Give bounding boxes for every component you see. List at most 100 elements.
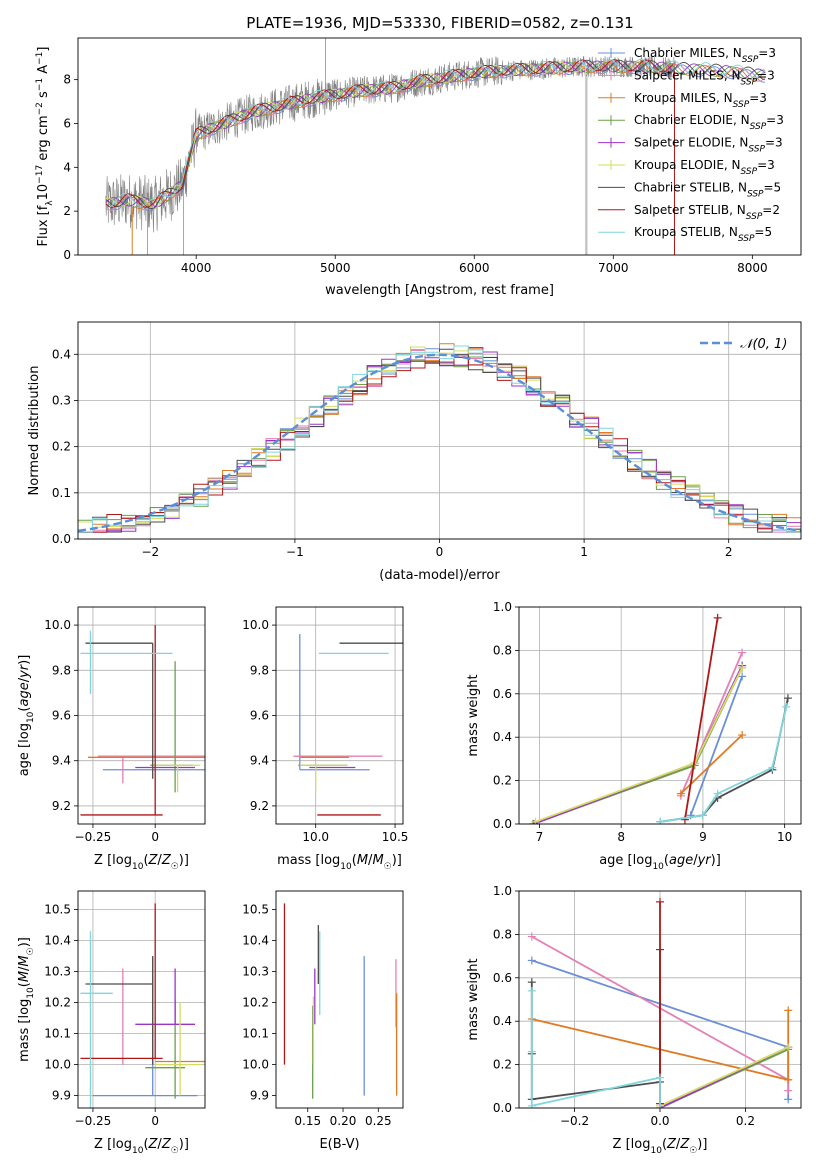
x-axis-label: Z [log10(Z/Z☉)]: [94, 1137, 189, 1156]
y-tick-label: 1.0: [493, 884, 512, 898]
y-tick-label: 10.3: [44, 965, 71, 979]
plot-area: [527, 897, 793, 1108]
plot-area: [78, 343, 801, 533]
y-tick-label: 10.0: [44, 618, 71, 632]
x-axis-label: wavelength [Angstrom, rest frame]: [325, 283, 554, 298]
y-tick-label: 9.8: [250, 663, 269, 677]
y-tick-label: 10.1: [242, 1027, 269, 1041]
x-tick-label: 7: [536, 830, 544, 844]
mass-vs-Z-axes: −0.25 0 9.9 10.0 10.1 10.2 10.3 10.4 10.5 Z [log1…: [17, 890, 206, 1156]
y-tick-label: 0: [63, 248, 71, 262]
y-tick-label: 0.6: [493, 971, 512, 985]
x-tick-label: 6000: [459, 261, 490, 275]
y-axis-label: mass weight: [466, 674, 481, 756]
age-vs-Z-axes: −0.25 0 9.2 9.4 9.6 9.8 10.0 Z [log10(Z/Z☉)] age…: [17, 606, 206, 872]
x-tick-label: 5000: [320, 261, 351, 275]
x-tick-label: 7000: [598, 261, 629, 275]
legend: 𝒩(0, 1): [700, 337, 787, 352]
axes-frame: [77, 606, 206, 825]
y-tick-label: 0.3: [52, 393, 71, 407]
model-line-chabrier-stelib: [105, 59, 766, 210]
x-tick-label: 0: [151, 1114, 159, 1128]
y-tick-label: 9.4: [52, 754, 71, 768]
model-line-salpeter-stelib: [105, 59, 674, 208]
residuals-axes: −2 −1 0 1 2 0.0 0.1 0.2 0.3 0.4 (data-model)/error…: [27, 321, 802, 583]
legend-entry: Salpeter MILES, NSSP=3: [634, 68, 775, 87]
y-tick-label: 10.0: [242, 618, 269, 632]
y-tick-label: 0.8: [493, 927, 512, 941]
grid: [519, 606, 801, 825]
y-tick-label: 10.4: [242, 934, 269, 948]
legend-entry: Chabrier ELODIE, NSSP=3: [634, 113, 784, 132]
plot-area: [283, 903, 398, 1099]
x-tick-label: 10.0: [302, 830, 329, 844]
weight-line: [532, 667, 743, 824]
grid: [78, 607, 205, 824]
x-tick-label: 0.20: [330, 1114, 357, 1128]
y-tick-label: 10.5: [242, 903, 269, 917]
weight-line: [684, 617, 719, 820]
grid: [78, 891, 205, 1108]
weight-vs-Z-axes: −0.2 0.0 0.2 0.0 0.2 0.4 0.6 0.8 1.0 mass weight Z…: [466, 884, 802, 1156]
x-tick-label: 4000: [181, 261, 212, 275]
y-tick-label: 0.2: [493, 774, 512, 788]
axes-frame: [77, 890, 206, 1109]
x-tick-label: 0.25: [365, 1114, 392, 1128]
y-tick-label: 10.2: [44, 996, 71, 1010]
x-tick-label: 0: [151, 830, 159, 844]
y-tick-label: 10.2: [242, 996, 269, 1010]
y-tick-label: 4: [63, 160, 71, 174]
y-tick-label: 9.8: [52, 663, 71, 677]
legend-entry: 𝒩(0, 1): [740, 337, 787, 352]
x-axis-label: (data-model)/error: [379, 568, 500, 583]
y-axis-label: mass weight: [466, 958, 481, 1040]
legend-entry: Chabrier MILES, NSSP=3: [634, 46, 776, 65]
y-tick-label: 0.4: [493, 730, 512, 744]
plot-area: [528, 613, 792, 824]
x-tick-label: −0.2: [560, 1114, 589, 1128]
y-tick-label: 1.0: [493, 600, 512, 614]
model-line-kroupa-stelib: [105, 58, 766, 209]
x-axis-label: age [log10(age/yr)]: [599, 853, 721, 872]
x-axis-label: Z [log10(Z/Z☉)]: [613, 1137, 708, 1156]
legend-entry: Kroupa ELODIE, NSSP=3: [634, 158, 775, 177]
y-axis-label: Normed distribution: [27, 366, 42, 496]
y-tick-label: 9.9: [52, 1089, 71, 1103]
y-axis-label: Flux [fλ10−17 erg cm−2 s−1 A−1]: [35, 47, 55, 247]
weight-line: [533, 665, 743, 824]
y-tick-label: 0.1: [52, 486, 71, 500]
x-tick-label: −0.25: [75, 830, 112, 844]
y-tick-label: 10.0: [44, 1058, 71, 1072]
axes-frame: [77, 321, 802, 540]
x-axis-label: Z [log10(Z/Z☉)]: [94, 853, 189, 872]
y-tick-label: 0.2: [493, 1058, 512, 1072]
x-tick-label: 0.0: [650, 1114, 669, 1128]
plot-area: [80, 625, 205, 816]
x-tick-label: 10.5: [382, 830, 409, 844]
x-tick-label: 2: [725, 545, 733, 559]
weight-line: [534, 667, 743, 823]
x-tick-label: 8: [617, 830, 625, 844]
y-tick-label: 0.0: [493, 817, 512, 831]
y-tick-label: 10.0: [242, 1058, 269, 1072]
y-tick-label: 9.2: [52, 799, 71, 813]
legend: Chabrier MILES, NSSP=3 Salpeter MILES, NS…: [598, 46, 784, 244]
y-tick-label: 9.6: [52, 709, 71, 723]
y-tick-label: 10.1: [44, 1027, 71, 1041]
age-vs-mass-axes: 10.0 10.5 9.2 9.4 9.6 9.8 10.0 mass [log10(M/M☉…: [242, 606, 409, 872]
axes-frame: [275, 606, 404, 825]
y-tick-label: 0.0: [493, 1101, 512, 1115]
x-tick-label: 0.2: [736, 1114, 755, 1128]
plot-area: [105, 38, 766, 255]
normal-curve: [78, 353, 801, 533]
y-tick-label: 9.4: [250, 754, 269, 768]
legend-entry: Salpeter ELODIE, NSSP=3: [634, 136, 783, 155]
y-tick-label: 0.4: [52, 347, 71, 361]
grid: [276, 607, 403, 824]
axes-frame: [275, 890, 404, 1109]
y-tick-label: 10.5: [44, 903, 71, 917]
plot-area: [293, 634, 403, 816]
x-tick-label: −0.25: [75, 1114, 112, 1128]
y-tick-label: 8: [63, 73, 71, 87]
